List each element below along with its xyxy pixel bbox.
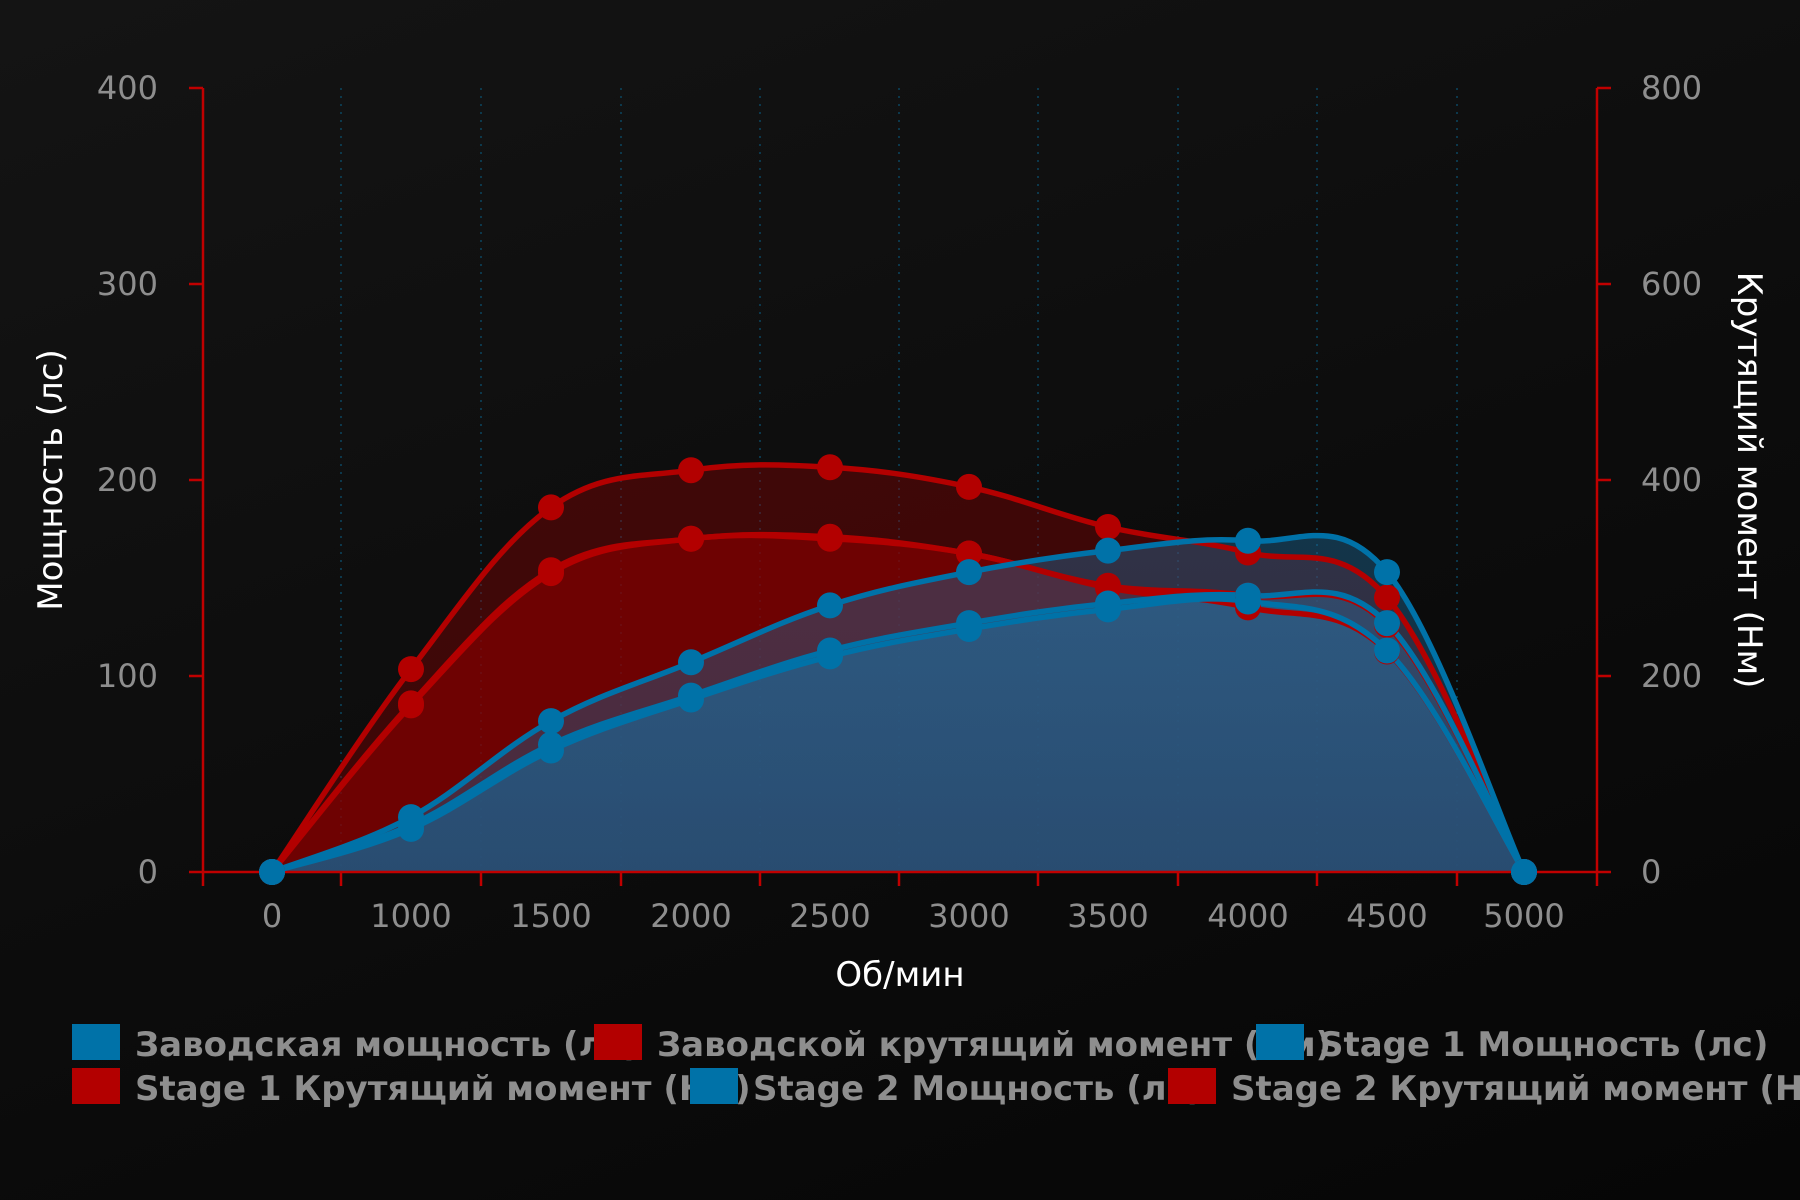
series-line-1 [271, 596, 1527, 875]
left-tick-label: 200 [97, 461, 158, 499]
series-line-3 [271, 589, 1527, 875]
series-markers [259, 454, 1537, 885]
data-point [956, 616, 982, 642]
data-point [1095, 596, 1121, 623]
x-tick-label: 3000 [928, 897, 1009, 935]
data-point [1511, 859, 1537, 885]
data-point [1374, 610, 1400, 637]
legend-swatch [690, 1068, 738, 1104]
data-point [956, 540, 982, 567]
data-point [398, 692, 424, 719]
x-tick-label: 1500 [510, 897, 591, 935]
data-point [817, 643, 843, 670]
x-tick-label: 3500 [1067, 897, 1148, 935]
left-tick-label: 0 [138, 853, 158, 891]
x-tick-label: 4500 [1346, 897, 1427, 935]
left-tick-label: 100 [97, 657, 158, 695]
data-point [1374, 559, 1400, 586]
legend-label: Stage 2 Мощность (лс) [753, 1069, 1202, 1109]
legend-swatch [1168, 1068, 1216, 1104]
x-tick-label: 5000 [1483, 897, 1564, 935]
series-lines [269, 462, 1527, 875]
data-point [1374, 637, 1400, 664]
data-point [678, 457, 704, 484]
legend-label: Stage 1 Крутящий момент (Нм) [135, 1069, 751, 1109]
data-point [259, 859, 285, 885]
left-tick-label: 300 [97, 265, 158, 303]
data-point [1095, 537, 1121, 564]
legend-swatch [594, 1024, 642, 1060]
right-tick-label: 0 [1641, 853, 1661, 891]
legend-swatch [72, 1068, 120, 1104]
data-point [538, 560, 564, 587]
left-tick-label: 400 [97, 69, 158, 107]
x-tick-label: 1000 [370, 897, 451, 935]
area-fills [272, 464, 1524, 872]
data-point [1235, 588, 1261, 615]
data-point [678, 649, 704, 676]
data-point [678, 525, 704, 552]
x-tick-label: 2000 [650, 897, 731, 935]
data-point [817, 454, 843, 481]
axes [189, 86, 1611, 886]
right-tick-label: 800 [1641, 69, 1702, 107]
legend: Заводская мощность (лс) Заводской крутящи… [72, 1024, 1800, 1109]
x-tick-label: 2500 [789, 897, 870, 935]
series-line-5 [270, 532, 1527, 875]
data-point [538, 494, 564, 521]
data-point [678, 686, 704, 713]
legend-label: Stage 2 Крутящий момент (Нм) [1231, 1069, 1800, 1109]
data-point [538, 737, 564, 764]
legend-label: Stage 1 Мощность (лс) [1319, 1025, 1768, 1065]
x-tick-label: 0 [262, 897, 282, 935]
data-point [956, 559, 982, 586]
data-point [817, 525, 843, 552]
data-point [398, 815, 424, 842]
left-axis-title: Мощность (лс) [31, 349, 71, 611]
legend-label: Заводская мощность (лс) [135, 1025, 639, 1065]
data-point [1095, 514, 1121, 540]
data-point [538, 708, 564, 735]
data-point [1235, 527, 1261, 554]
x-axis-title: Об/мин [835, 955, 964, 995]
x-tick-label: 4000 [1207, 897, 1288, 935]
area-1 [272, 598, 1524, 872]
tick-labels: 0 1000 1500 2000 2500 3000 3500 4000 4500 5000010… [97, 69, 1702, 935]
legend-swatch [72, 1024, 120, 1060]
right-tick-label: 400 [1641, 461, 1702, 499]
data-point [398, 656, 424, 683]
data-point [817, 592, 843, 619]
legend-label: Заводской крутящий момент (Нм) [657, 1025, 1331, 1065]
legend-swatch [1256, 1024, 1304, 1060]
data-point [956, 473, 982, 500]
series-line-6 [269, 462, 1527, 874]
right-tick-label: 200 [1641, 657, 1702, 695]
right-tick-label: 600 [1641, 265, 1702, 303]
data-point [1374, 584, 1400, 611]
right-axis-title: Крутящий момент (Нм) [1729, 272, 1769, 689]
